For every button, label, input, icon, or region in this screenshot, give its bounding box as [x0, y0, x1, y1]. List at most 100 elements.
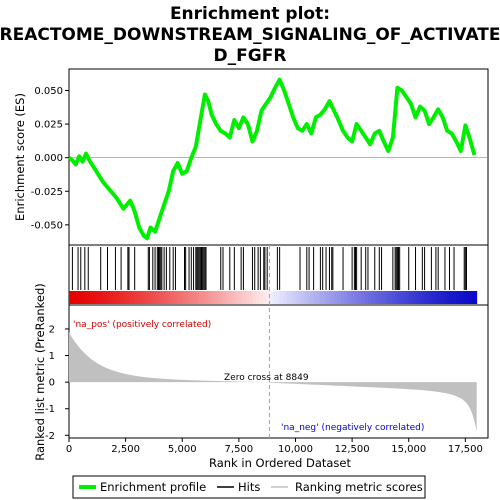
- enrichment-profile-line: [67, 77, 477, 241]
- rank-y-tick-label: 0: [49, 378, 55, 389]
- colorbar-segment: [259, 291, 264, 304]
- neg-label: 'na_neg' (negatively correlated): [281, 423, 424, 433]
- colorbar-segment: [153, 291, 158, 304]
- colorbar-segment: [242, 291, 247, 304]
- colorbar-segment: [245, 291, 250, 304]
- colorbar-segment: [167, 291, 172, 304]
- x-axis-label: Rank in Ordered Dataset: [209, 456, 352, 470]
- legend-hits-label: Hits: [238, 480, 260, 494]
- colorbar-segment: [446, 291, 450, 304]
- colorbar-segment: [456, 291, 461, 304]
- legend-metric-label: Ranking metric scores: [295, 480, 423, 494]
- chart-title-line-1: Enrichment plot:: [170, 4, 330, 24]
- colorbar-segment: [401, 291, 406, 304]
- colorbar-segment: [378, 291, 383, 304]
- colorbar-segment: [221, 291, 226, 304]
- colorbar-segment: [283, 291, 287, 304]
- colorbar-segment: [350, 291, 355, 304]
- colorbar-segment: [306, 291, 311, 304]
- colorbar-segment: [320, 291, 325, 304]
- colorbar-segment: [215, 291, 219, 304]
- colorbar-segment: [371, 291, 376, 304]
- colorbar-segment: [130, 291, 135, 304]
- colorbar-segment: [435, 291, 440, 304]
- x-axis: 0 2,500 5,000 7,500 10,000 12,500 15,000 17,500: [66, 438, 483, 455]
- legend-frame: [72, 475, 426, 499]
- colorbar-segment: [79, 291, 84, 304]
- colorbar-segment: [269, 291, 274, 304]
- colorbar-segment: [429, 291, 434, 304]
- colorbar-segment: [391, 291, 396, 304]
- colorbar-segment: [432, 291, 437, 304]
- x-tick-label: 5,000: [168, 444, 197, 455]
- colorbar-segment: [272, 291, 277, 304]
- x-tick-label: 15,000: [391, 444, 426, 455]
- x-tick-label: 0: [66, 444, 72, 455]
- rank-panel-frame: [68, 304, 489, 439]
- colorbar-segment: [395, 291, 400, 304]
- rank-y-tick-label: -1: [45, 404, 55, 415]
- colorbar-segment: [106, 291, 111, 304]
- colorbar-segment: [225, 291, 230, 304]
- colorbar-segment: [310, 291, 315, 304]
- colorbar-segment: [422, 291, 427, 304]
- chart-title-line-3: D_FGFR: [214, 46, 287, 66]
- colorbar-segment: [303, 291, 308, 304]
- colorbar-segment: [249, 291, 253, 304]
- colorbar-segment: [469, 291, 474, 304]
- colorbar-segment: [147, 291, 152, 304]
- colorbar-segment: [300, 291, 304, 304]
- colorbar-segment: [187, 291, 192, 304]
- colorbar-segment: [463, 291, 467, 304]
- colorbar-segment: [374, 291, 379, 304]
- colorbar-segment: [408, 291, 413, 304]
- colorbar-segment: [119, 291, 124, 304]
- colorbar-segment: [85, 291, 90, 304]
- colorbar-segment: [181, 291, 186, 304]
- x-tick-label: 2,500: [111, 444, 140, 455]
- colorbar-segment: [333, 291, 338, 304]
- chart-title-line-2: REACTOME_DOWNSTREAM_SIGNALING_OF_ACTIVAT…: [0, 25, 500, 45]
- colorbar-segment: [293, 291, 298, 304]
- colorbar-segment: [364, 291, 369, 304]
- colorbar-segment: [452, 291, 457, 304]
- colorbar-segment: [136, 291, 141, 304]
- colorbar-segment: [340, 291, 345, 304]
- colorbar-segment: [412, 291, 417, 304]
- colorbar-segment: [296, 291, 301, 304]
- hit-markers: [71, 247, 467, 290]
- colorbar-segment: [164, 291, 169, 304]
- colorbar-segment: [140, 291, 145, 304]
- colorbar-segment: [313, 291, 318, 304]
- colorbar-segment: [160, 291, 165, 304]
- colorbar-segment: [133, 291, 138, 304]
- colorbar-segment: [330, 291, 335, 304]
- rank-colorbar: [69, 291, 478, 304]
- colorbar-segment: [184, 291, 189, 304]
- ranking-metric-area: [69, 332, 477, 432]
- colorbar-segment: [286, 291, 291, 304]
- colorbar-segment: [157, 291, 162, 304]
- colorbar-segment: [89, 291, 94, 304]
- colorbar-segment: [204, 291, 209, 304]
- colorbar-segment: [418, 291, 423, 304]
- colorbar-segment: [235, 291, 240, 304]
- colorbar-segment: [266, 291, 270, 304]
- colorbar-segment: [354, 291, 359, 304]
- es-y-tick-label: 0.025: [34, 120, 63, 131]
- colorbar-segment: [252, 291, 257, 304]
- colorbar-segment: [347, 291, 352, 304]
- colorbar-segment: [211, 291, 216, 304]
- colorbar-segment: [113, 291, 118, 304]
- colorbar-segment: [198, 291, 202, 304]
- colorbar-segment: [82, 291, 87, 304]
- colorbar-segment: [75, 291, 80, 304]
- colorbar-segment: [218, 291, 223, 304]
- colorbar-segment: [289, 291, 294, 304]
- colorbar-segment: [357, 291, 362, 304]
- colorbar-segment: [99, 291, 104, 304]
- colorbar-segment: [177, 291, 182, 304]
- colorbar-segment: [381, 291, 386, 304]
- colorbar-segment: [327, 291, 332, 304]
- legend-enrichment-label: Enrichment profile: [100, 480, 206, 494]
